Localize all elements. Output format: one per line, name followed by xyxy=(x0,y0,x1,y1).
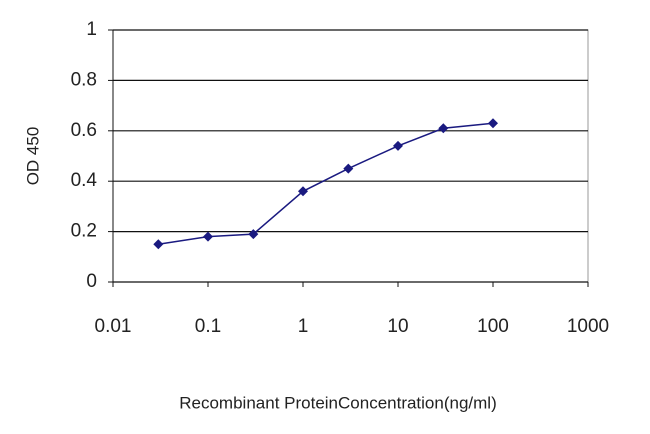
data-point xyxy=(203,231,213,242)
data-point xyxy=(153,239,164,250)
y-tick-label: 0.6 xyxy=(71,120,97,141)
data-point xyxy=(438,123,449,134)
data-point xyxy=(393,140,403,151)
data-point xyxy=(343,163,354,174)
y-tick-label: 0.4 xyxy=(71,170,98,191)
data-point xyxy=(298,186,308,197)
x-tick-label: 0.01 xyxy=(95,316,132,337)
x-tick-label: 100 xyxy=(477,316,509,337)
y-tick-label: 0 xyxy=(86,271,97,292)
plot-area xyxy=(112,29,589,283)
x-tick-label: 0.1 xyxy=(195,316,221,337)
data-point xyxy=(248,229,259,240)
y-tick-label: 1 xyxy=(86,19,97,40)
data-line xyxy=(158,122,494,245)
x-tick-label: 1000 xyxy=(567,316,609,337)
x-axis-label: Recombinant ProteinConcentration(ng/ml) xyxy=(179,393,497,412)
y-tick-label: 0.8 xyxy=(71,69,97,90)
x-tick-label: 10 xyxy=(387,316,408,337)
y-tick-label: 0.2 xyxy=(71,221,97,242)
x-tick-label: 1 xyxy=(298,316,309,337)
y-axis-label: OD 450 xyxy=(23,127,42,186)
data-point xyxy=(488,118,498,129)
